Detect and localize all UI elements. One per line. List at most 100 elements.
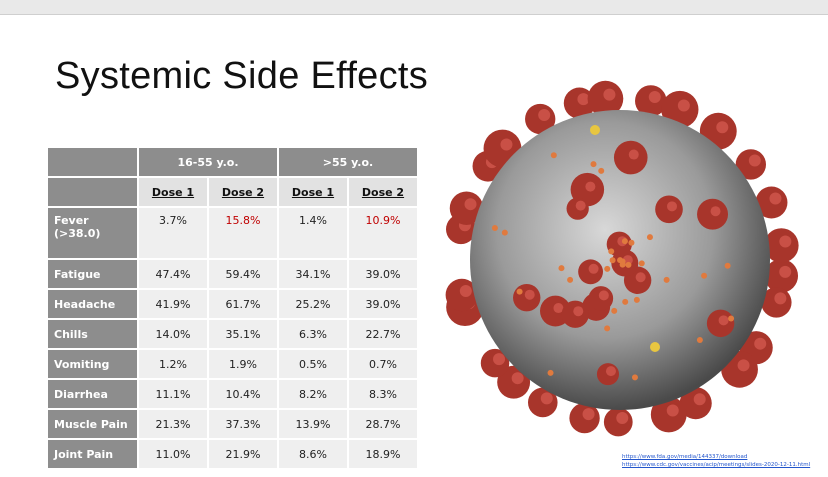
virus-shape bbox=[701, 273, 707, 279]
virus-shape bbox=[711, 206, 721, 216]
virus-shape bbox=[538, 109, 550, 121]
value-cell: 10.9% bbox=[348, 207, 418, 259]
row-label: Diarrhea bbox=[47, 379, 138, 409]
virus-shape bbox=[779, 266, 791, 278]
virus-shape bbox=[548, 370, 554, 376]
header-cell bbox=[47, 147, 138, 177]
value-cell: 8.2% bbox=[278, 379, 348, 409]
virus-shape bbox=[590, 125, 600, 135]
value-cell: 14.0% bbox=[138, 319, 208, 349]
value-cell: 11.0% bbox=[138, 439, 208, 469]
virus-shape bbox=[719, 315, 729, 325]
virus-shape bbox=[650, 342, 660, 352]
value-cell: 21.3% bbox=[138, 409, 208, 439]
value-cell: 25.2% bbox=[278, 289, 348, 319]
sources: https://www.fda.gov/media/144337/downloa… bbox=[622, 453, 810, 469]
row-label: Muscle Pain bbox=[47, 409, 138, 439]
virus-shape bbox=[517, 289, 523, 295]
virus-shape bbox=[769, 193, 781, 205]
table-row: Fever (>38.0)3.7%15.8%1.4%10.9% bbox=[47, 207, 418, 259]
virus-shape bbox=[585, 182, 595, 192]
virus-shape bbox=[460, 285, 472, 297]
group-header: >55 y.o. bbox=[278, 147, 418, 177]
virus-shape bbox=[625, 262, 631, 268]
value-cell: 13.9% bbox=[278, 409, 348, 439]
header-cell bbox=[47, 177, 138, 207]
virus-shape bbox=[628, 240, 634, 246]
virus-illustration bbox=[440, 35, 820, 475]
virus-shape bbox=[525, 290, 535, 300]
dose-header: Dose 2 bbox=[348, 177, 418, 207]
value-cell: 15.8% bbox=[208, 207, 278, 259]
virus-shape bbox=[616, 412, 628, 424]
dose-header: Dose 1 bbox=[138, 177, 208, 207]
virus-shape bbox=[639, 260, 645, 266]
source-link: https://www.fda.gov/media/144337/downloa… bbox=[622, 453, 810, 461]
row-label: Joint Pain bbox=[47, 439, 138, 469]
value-cell: 1.2% bbox=[138, 349, 208, 379]
value-cell: 59.4% bbox=[208, 259, 278, 289]
virus-shape bbox=[774, 292, 786, 304]
virus-shape bbox=[576, 201, 586, 211]
value-cell: 35.1% bbox=[208, 319, 278, 349]
virus-shape bbox=[617, 257, 623, 263]
group-header: 16-55 y.o. bbox=[138, 147, 278, 177]
virus-shape bbox=[589, 264, 599, 274]
virus-shape bbox=[749, 154, 761, 166]
row-label: Fever (>38.0) bbox=[47, 207, 138, 259]
value-cell: 28.7% bbox=[348, 409, 418, 439]
virus-shape bbox=[664, 277, 670, 283]
row-label: Vomiting bbox=[47, 349, 138, 379]
virus-shape bbox=[541, 392, 553, 404]
value-cell: 8.3% bbox=[348, 379, 418, 409]
value-cell: 47.4% bbox=[138, 259, 208, 289]
virus-shape bbox=[465, 198, 477, 210]
dose-header: Dose 2 bbox=[208, 177, 278, 207]
value-cell: 11.1% bbox=[138, 379, 208, 409]
slide: Systemic Side Effects 16-55 y.o.>55 y.o.… bbox=[0, 14, 828, 477]
virus-shape bbox=[502, 230, 508, 236]
value-cell: 0.7% bbox=[348, 349, 418, 379]
virus-shape bbox=[500, 139, 512, 151]
value-cell: 21.9% bbox=[208, 439, 278, 469]
virus-shape bbox=[583, 408, 595, 420]
virus-shape bbox=[694, 393, 706, 405]
virus-shape bbox=[610, 257, 616, 263]
virus-shape bbox=[629, 150, 639, 160]
virus-shape bbox=[606, 366, 616, 376]
virus-shape bbox=[622, 299, 628, 305]
value-cell: 34.1% bbox=[278, 259, 348, 289]
virus-shape bbox=[611, 308, 617, 314]
virus-shape bbox=[567, 277, 573, 283]
virus-shape bbox=[493, 353, 505, 365]
virus-shape bbox=[551, 152, 557, 158]
virus-shape bbox=[647, 234, 653, 240]
virus-shape bbox=[738, 359, 750, 371]
value-cell: 22.7% bbox=[348, 319, 418, 349]
virus-shape bbox=[599, 290, 609, 300]
value-cell: 39.0% bbox=[348, 259, 418, 289]
value-cell: 41.9% bbox=[138, 289, 208, 319]
dose-header: Dose 1 bbox=[278, 177, 348, 207]
virus-shape bbox=[728, 316, 734, 322]
virus-shape bbox=[697, 337, 703, 343]
virus-shape bbox=[622, 238, 628, 244]
virus-shape bbox=[603, 89, 615, 101]
virus-shape bbox=[632, 374, 638, 380]
virus-shape bbox=[573, 306, 583, 316]
row-label: Chills bbox=[47, 319, 138, 349]
value-cell: 61.7% bbox=[208, 289, 278, 319]
virus-shape bbox=[558, 265, 564, 271]
value-cell: 1.4% bbox=[278, 207, 348, 259]
virus-shape bbox=[492, 225, 498, 231]
virus-shape bbox=[667, 404, 679, 416]
value-cell: 18.9% bbox=[348, 439, 418, 469]
